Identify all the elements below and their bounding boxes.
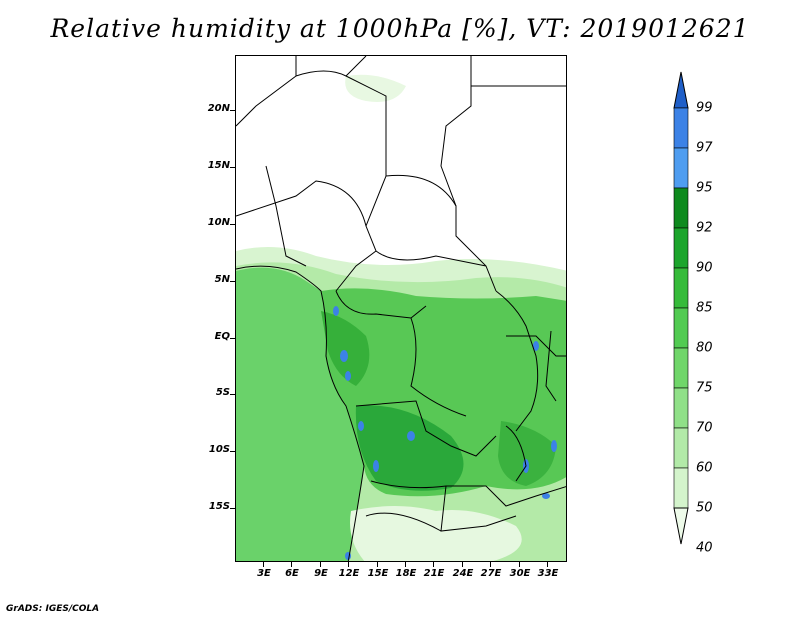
colorbar-label: 60	[696, 460, 713, 476]
colorbar-label: 40	[696, 540, 713, 556]
lat-label: 10S	[208, 444, 230, 455]
tick-lat	[230, 508, 235, 509]
tick-lat	[230, 338, 235, 339]
colorbar-label: 90	[696, 260, 713, 276]
lon-label: 21E	[423, 568, 445, 579]
tick-lat	[230, 394, 235, 395]
lat-label: EQ	[214, 331, 230, 342]
colorbar-label: 92	[696, 220, 713, 236]
humid-core-south	[355, 405, 464, 491]
colorbar-segment	[673, 71, 689, 109]
lon-label: 6E	[285, 568, 299, 579]
ocean-region	[236, 267, 364, 561]
lat-label: 10N	[207, 217, 230, 228]
lon-label: 33E	[537, 568, 559, 579]
lon-label: 12E	[338, 568, 360, 579]
colorbar-segment	[673, 347, 689, 389]
lon-label: 24E	[452, 568, 474, 579]
lat-label: 15S	[208, 501, 230, 512]
tick-lon	[547, 562, 548, 567]
tick-lon	[405, 562, 406, 567]
tick-lat	[230, 110, 235, 111]
borders	[236, 56, 566, 561]
footer-credit: GrADS: IGES/COLA	[6, 604, 100, 614]
tick-lon	[462, 562, 463, 567]
colorbar-label: 70	[696, 420, 713, 436]
tick-lon	[348, 562, 349, 567]
colorbar-label: 50	[696, 500, 713, 516]
lon-label: 30E	[509, 568, 531, 579]
lat-label: 15N	[207, 160, 230, 171]
colorbar-segment	[673, 467, 689, 509]
tick-lon	[263, 562, 264, 567]
colorbar-label: 80	[696, 340, 713, 356]
colorbar-segment	[673, 147, 689, 189]
lon-label: 9E	[314, 568, 328, 579]
dry-region-south	[350, 506, 522, 561]
tick-lon	[433, 562, 434, 567]
moist-patch-north	[345, 74, 406, 102]
colorbar-segment	[673, 227, 689, 269]
tick-lon	[291, 562, 292, 567]
colorbar-label: 85	[696, 300, 713, 316]
colorbar-label: 75	[696, 380, 713, 396]
colorbar-segment	[673, 307, 689, 349]
colorbar-segment	[673, 187, 689, 229]
lat-label: 5N	[214, 274, 230, 285]
tick-lat	[230, 167, 235, 168]
lon-label: 18E	[395, 568, 417, 579]
tick-lon	[519, 562, 520, 567]
lat-label: 20N	[207, 103, 230, 114]
tick-lon	[320, 562, 321, 567]
saturated-cells	[333, 306, 557, 560]
chart-title: Relative humidity at 1000hPa [%], VT: 20…	[50, 14, 750, 43]
humidity-field	[236, 56, 566, 561]
colorbar-segment	[673, 107, 689, 149]
colorbar-segment	[673, 387, 689, 429]
colorbar-segment	[673, 427, 689, 469]
map-panel	[235, 55, 567, 562]
lat-label: 5S	[215, 387, 230, 398]
tick-lat	[230, 224, 235, 225]
lon-label: 27E	[480, 568, 502, 579]
colorbar-segment	[673, 267, 689, 309]
colorbar-label: 95	[696, 180, 713, 196]
lon-label: 15E	[367, 568, 389, 579]
tick-lat	[230, 451, 235, 452]
tick-lon	[490, 562, 491, 567]
colorbar	[673, 71, 689, 545]
humid-core-west	[321, 311, 370, 386]
humid-core-east	[498, 421, 556, 486]
tick-lat	[230, 281, 235, 282]
colorbar-segment	[673, 507, 689, 545]
tick-lon	[377, 562, 378, 567]
colorbar-label: 99	[696, 100, 713, 116]
lon-label: 3E	[257, 568, 271, 579]
colorbar-label: 97	[696, 140, 713, 156]
